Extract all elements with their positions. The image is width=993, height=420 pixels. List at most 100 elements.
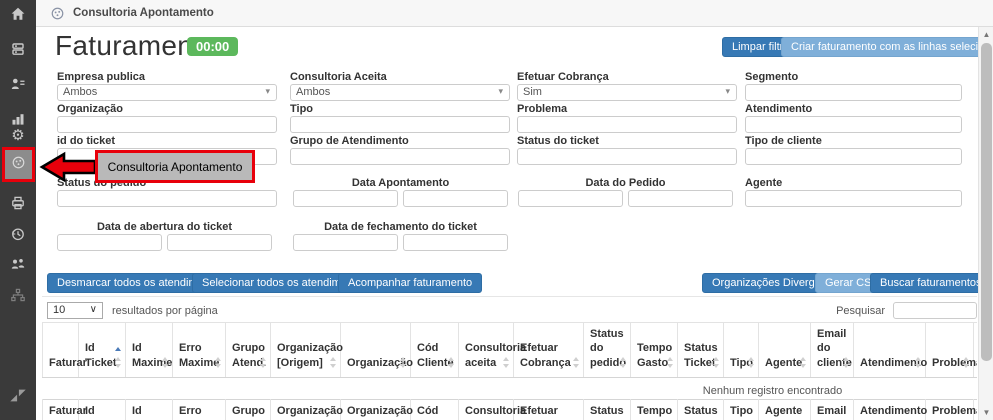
agente-input[interactable] bbox=[745, 190, 962, 207]
column-header-label: Consultoria aceita bbox=[465, 342, 527, 369]
column-header-9[interactable]: Efetuar Cobrança bbox=[513, 322, 584, 378]
data-fechamento-start-input[interactable] bbox=[293, 234, 398, 251]
empresa-publica-select[interactable]: Ambos ▾ bbox=[57, 84, 277, 101]
queue-icon[interactable] bbox=[0, 41, 36, 62]
column-header-label: Organização bbox=[347, 356, 414, 369]
bar-chart-icon[interactable] bbox=[0, 111, 36, 132]
user-list-icon[interactable] bbox=[0, 76, 36, 97]
column-header-4[interactable]: Grupo Atend. bbox=[225, 322, 271, 378]
data-fechamento-end-input[interactable] bbox=[403, 234, 508, 251]
column-footer-8: Consultoria aceita bbox=[458, 398, 526, 420]
status-ticket-input[interactable] bbox=[517, 148, 737, 165]
per-page-label: resultados por página bbox=[112, 305, 218, 317]
column-header-16[interactable]: Atendimento bbox=[853, 322, 927, 378]
sort-icon bbox=[963, 356, 970, 368]
clear-filter-button[interactable]: Limpar filtro bbox=[722, 37, 800, 57]
data-apontamento-start-input[interactable] bbox=[293, 190, 398, 207]
sort-icon bbox=[448, 356, 455, 368]
desmarcar-atendimentos-button[interactable]: Desmarcar todos os atendimentos bbox=[47, 273, 235, 293]
column-footer-13: Tipo bbox=[723, 398, 759, 420]
sitemap-icon[interactable] bbox=[0, 287, 36, 308]
search-label: Pesquisar bbox=[836, 305, 885, 317]
column-header-11[interactable]: Tempo Gasto bbox=[630, 322, 678, 378]
column-header-7[interactable]: Cód Cliente bbox=[410, 322, 459, 378]
column-header-10[interactable]: Status do pedido bbox=[583, 322, 631, 378]
column-footer-15: Email do cliente bbox=[810, 398, 854, 420]
organizacao-input[interactable] bbox=[57, 116, 277, 133]
search-input[interactable] bbox=[893, 302, 977, 319]
chevron-down-icon: ▾ bbox=[498, 86, 503, 96]
organizacao-label: Organização bbox=[57, 103, 124, 115]
column-header-label: Faturar bbox=[49, 356, 87, 369]
data-abertura-start-input[interactable] bbox=[57, 234, 162, 251]
agente-label: Agente bbox=[745, 177, 783, 189]
column-header-3[interactable]: Erro Maxime bbox=[172, 322, 226, 378]
data-abertura-label: Data de abertura do ticket bbox=[96, 221, 233, 233]
acompanhar-faturamento-button[interactable]: Acompanhar faturamento bbox=[338, 273, 483, 293]
data-pedido-end-input[interactable] bbox=[628, 190, 733, 207]
status-pedido-input[interactable] bbox=[57, 190, 277, 207]
data-abertura-end-input[interactable] bbox=[167, 234, 272, 251]
history-icon[interactable] bbox=[0, 226, 36, 247]
column-footer-17: Problema bbox=[925, 398, 977, 420]
page-size-select[interactable]: 10 ∨ bbox=[47, 302, 103, 319]
sort-icon bbox=[620, 356, 627, 368]
vertical-scrollbar[interactable]: ▲ ▼ bbox=[978, 27, 993, 420]
data-pedido-start-input[interactable] bbox=[518, 190, 623, 207]
consultoria-aceita-select[interactable]: Ambos ▾ bbox=[290, 84, 510, 101]
column-header-17[interactable]: Problema bbox=[925, 322, 977, 378]
organizacoes-divergentes-button[interactable]: Organizações Divergentes bbox=[702, 273, 852, 293]
data-fechamento-label: Data de fechamento do ticket bbox=[324, 221, 477, 233]
column-header-0: Faturar bbox=[42, 322, 87, 378]
data-apontamento-end-input[interactable] bbox=[403, 190, 508, 207]
tipo-input[interactable] bbox=[290, 116, 510, 133]
column-header-label: Id Ticket bbox=[85, 342, 117, 369]
grupo-atendimento-input[interactable] bbox=[290, 148, 510, 165]
chevron-down-icon: ▾ bbox=[725, 86, 730, 96]
sort-icon bbox=[115, 356, 122, 368]
results-table-wrap: Faturar Id Ticket Id Maxime Erro Maxime Grup… bbox=[42, 322, 977, 420]
scroll-up-icon[interactable]: ▲ bbox=[982, 30, 991, 39]
column-footer-16: Atendimento bbox=[853, 398, 927, 420]
topbar: Consultoria Apontamento bbox=[36, 0, 993, 27]
create-billing-button[interactable]: Criar faturamento com as linhas selecion… bbox=[781, 37, 993, 57]
column-header-12[interactable]: Status Ticket bbox=[677, 322, 724, 378]
column-header-label: Grupo Atend. bbox=[232, 342, 267, 369]
gear-icon[interactable]: ⚙ bbox=[11, 126, 25, 144]
empty-message: Nenhum registro encontrado bbox=[702, 384, 843, 397]
column-header-13[interactable]: Tipo bbox=[723, 322, 759, 378]
column-header-2[interactable]: Id Maxime bbox=[125, 322, 173, 378]
sort-icon bbox=[573, 356, 580, 368]
column-header-label: Cód Cliente bbox=[417, 342, 454, 369]
column-header-1[interactable]: Id Ticket bbox=[78, 322, 126, 378]
column-header-8[interactable]: Consultoria aceita bbox=[458, 322, 526, 378]
column-header-5[interactable]: Organização [Origem] bbox=[270, 322, 343, 378]
sort-icon bbox=[330, 356, 337, 368]
sidebar-item-consultoria-apontamento[interactable] bbox=[2, 147, 35, 182]
organizations-icon[interactable] bbox=[0, 256, 36, 277]
column-header-label: Status do pedido bbox=[590, 328, 627, 369]
problema-input[interactable] bbox=[517, 116, 737, 133]
id-ticket-label: id do ticket bbox=[57, 135, 116, 147]
sort-icon bbox=[843, 356, 850, 368]
atendimento-input[interactable] bbox=[745, 116, 962, 133]
data-pedido-label: Data do Pedido bbox=[585, 177, 666, 189]
printer-icon[interactable] bbox=[0, 195, 36, 216]
selecionar-atendimentos-button[interactable]: Selecionar todos os atendimentos bbox=[192, 273, 378, 293]
scroll-down-icon[interactable]: ▼ bbox=[982, 408, 991, 417]
sort-icon bbox=[667, 356, 674, 368]
home-icon[interactable] bbox=[0, 6, 36, 27]
efetuar-cobranca-select[interactable]: Sim ▾ bbox=[517, 84, 737, 101]
scrollbar-thumb[interactable] bbox=[981, 43, 992, 361]
consultoria-apontamento-icon bbox=[50, 6, 65, 21]
column-header-15[interactable]: Email do cliente bbox=[810, 322, 854, 378]
sort-icon bbox=[503, 356, 510, 368]
tipo-cliente-input[interactable] bbox=[745, 148, 962, 165]
column-footer-6: Organização bbox=[340, 398, 413, 420]
column-footer-10: Status do pedido bbox=[583, 398, 631, 420]
column-header-14[interactable]: Agente bbox=[758, 322, 811, 378]
segmento-input[interactable] bbox=[745, 84, 962, 101]
buscar-faturamentos-button[interactable]: Buscar faturamentos bbox=[870, 273, 992, 293]
column-header-6[interactable]: Organização bbox=[340, 322, 414, 378]
